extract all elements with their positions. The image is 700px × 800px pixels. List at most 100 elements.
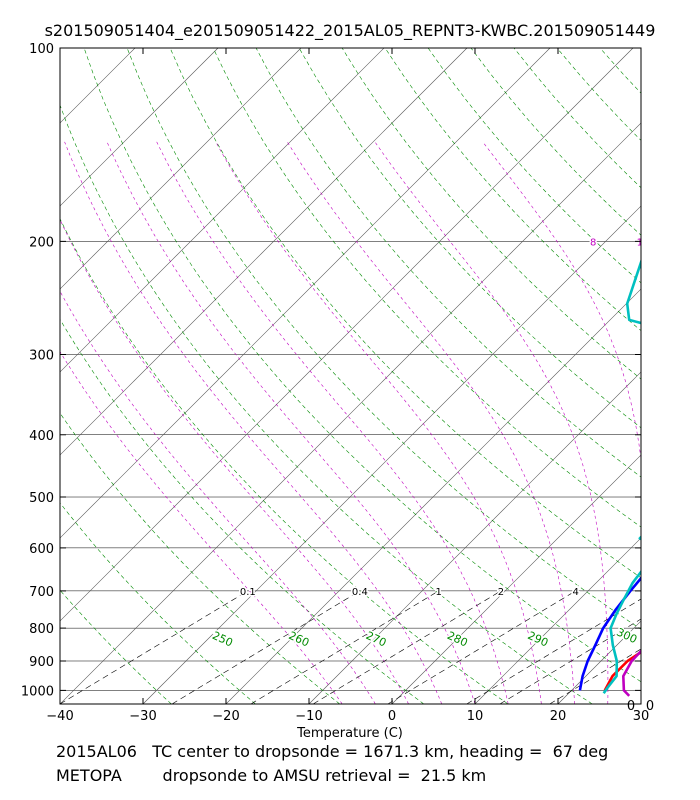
dry-adiabat bbox=[298, 48, 641, 429]
plot-frame bbox=[59, 47, 642, 705]
mixing-ratio-label: 2 bbox=[498, 587, 504, 598]
y-tick-label: 100 bbox=[29, 42, 54, 57]
dry-adiabat-label: 260 bbox=[287, 629, 312, 650]
mixing-ratio-line bbox=[312, 590, 502, 704]
x-tick-label: 10 bbox=[467, 709, 484, 724]
isotherm bbox=[391, 454, 641, 704]
dry-adiabat bbox=[60, 412, 340, 704]
dry-adiabat bbox=[126, 48, 641, 630]
y-tick-label: 200 bbox=[29, 235, 54, 250]
dry-adiabat-label: 270 bbox=[364, 629, 389, 650]
sounding-traces bbox=[578, 258, 641, 697]
dry-adiabat bbox=[686, 48, 700, 704]
mixing-ratio-label: 1 bbox=[436, 587, 442, 598]
dry-adiabat bbox=[556, 48, 641, 141]
dry-adiabat bbox=[255, 48, 641, 478]
dry-adiabat bbox=[470, 48, 641, 236]
dry-adiabat-label: 280 bbox=[445, 629, 470, 650]
x-tick-label: −40 bbox=[46, 709, 73, 724]
isotherm bbox=[60, 48, 136, 124]
dry-adiabat bbox=[212, 48, 641, 528]
isotherm bbox=[60, 48, 219, 207]
y-tick-label: 500 bbox=[29, 491, 54, 506]
x-tick-label: 20 bbox=[550, 709, 567, 724]
moist-adiabat bbox=[106, 141, 476, 704]
y-tick-label: 700 bbox=[29, 585, 54, 600]
y-tick-label: 900 bbox=[29, 655, 54, 670]
moist-adiabat bbox=[482, 141, 641, 704]
isotherm bbox=[142, 205, 641, 704]
x-tick-label: −30 bbox=[129, 709, 156, 724]
mixing-ratio-label: 7 bbox=[651, 587, 657, 598]
footer-retrieval-line: METOPA dropsonde to AMSU retrieval = 21.… bbox=[56, 766, 487, 785]
x-tick-label: −10 bbox=[295, 709, 322, 724]
y-tick-label: 400 bbox=[29, 429, 54, 444]
isotherm bbox=[60, 48, 468, 456]
dry-adiabat bbox=[599, 48, 641, 94]
mixing-ratio-label: 0.4 bbox=[352, 587, 368, 598]
x-tick-label: −20 bbox=[212, 709, 239, 724]
dry-adiabat bbox=[60, 318, 424, 704]
moist-adiabat bbox=[215, 141, 542, 704]
mixing-ratio-label: 4 bbox=[572, 587, 578, 598]
mixing-ratio-line bbox=[466, 598, 641, 704]
sounding-trace-2 bbox=[621, 649, 641, 697]
moist-adiabat bbox=[156, 141, 509, 704]
sounding-trace-4 bbox=[602, 258, 641, 694]
x-tick-label: 30 bbox=[633, 709, 650, 724]
isotherm bbox=[60, 48, 551, 539]
dry-adiabat bbox=[427, 48, 641, 284]
mixing-ratio-line bbox=[60, 590, 248, 704]
isotherm bbox=[308, 371, 641, 704]
moist-adiabat-label: 8 bbox=[590, 237, 596, 248]
moist-adiabat bbox=[64, 141, 443, 704]
dry-adiabat bbox=[60, 589, 172, 704]
dry-adiabat bbox=[169, 48, 641, 579]
chart-title: s201509051404_e201509051422_2015AL05_REP… bbox=[45, 21, 656, 41]
isotherm bbox=[60, 122, 641, 704]
dry-adiabat bbox=[83, 48, 641, 683]
corner-label: 0 bbox=[627, 699, 635, 714]
dry-adiabat bbox=[60, 104, 593, 704]
mixing-ratio-label: 10 bbox=[681, 587, 694, 598]
y-tick-label: 600 bbox=[29, 542, 54, 557]
moist-adiabat bbox=[374, 141, 609, 704]
isotherm bbox=[557, 620, 641, 704]
x-axis-label: Temperature (C) bbox=[296, 726, 403, 741]
mixing-ratio-line bbox=[171, 590, 361, 704]
moist-adiabat bbox=[60, 351, 343, 704]
sounding-trace-3 bbox=[578, 576, 641, 691]
y-tick-label: 800 bbox=[29, 622, 54, 637]
mixing-ratio-line bbox=[387, 590, 576, 704]
dry-adiabat-label: 250 bbox=[210, 629, 235, 650]
moist-adiabat bbox=[60, 290, 376, 704]
dry-adiabat bbox=[341, 48, 641, 380]
dry-adiabat bbox=[643, 48, 700, 704]
isotherm bbox=[640, 703, 641, 704]
x-tick-label: 0 bbox=[388, 709, 396, 724]
dry-adiabat bbox=[384, 48, 641, 331]
mixing-ratio-label: 0.1 bbox=[240, 587, 256, 598]
isotherm bbox=[60, 48, 634, 622]
corner-label: 0 bbox=[646, 699, 654, 714]
moist-adiabat-label: 12 bbox=[637, 237, 650, 248]
dry-adiabat bbox=[513, 48, 641, 189]
moist-adiabat bbox=[287, 141, 575, 704]
isotherm bbox=[60, 48, 302, 290]
isotherm bbox=[474, 537, 641, 704]
isotherm bbox=[60, 48, 385, 373]
moist-adiabat bbox=[60, 219, 409, 704]
y-tick-label: 300 bbox=[29, 348, 54, 363]
footer-distance-line: 2015AL06 TC center to dropsonde = 1671.3… bbox=[56, 742, 609, 761]
dry-adiabat bbox=[60, 502, 256, 704]
sounding-trace-1 bbox=[603, 650, 641, 692]
dry-adiabat bbox=[60, 218, 509, 704]
background-grid: 0.10.41247101625026027028029030081216202… bbox=[0, 48, 700, 704]
dry-adiabat-label: 290 bbox=[526, 629, 551, 650]
isotherm bbox=[225, 288, 641, 704]
isotherm bbox=[0, 48, 52, 704]
y-tick-label: 1000 bbox=[21, 684, 54, 699]
mixing-ratio-line bbox=[250, 590, 439, 704]
